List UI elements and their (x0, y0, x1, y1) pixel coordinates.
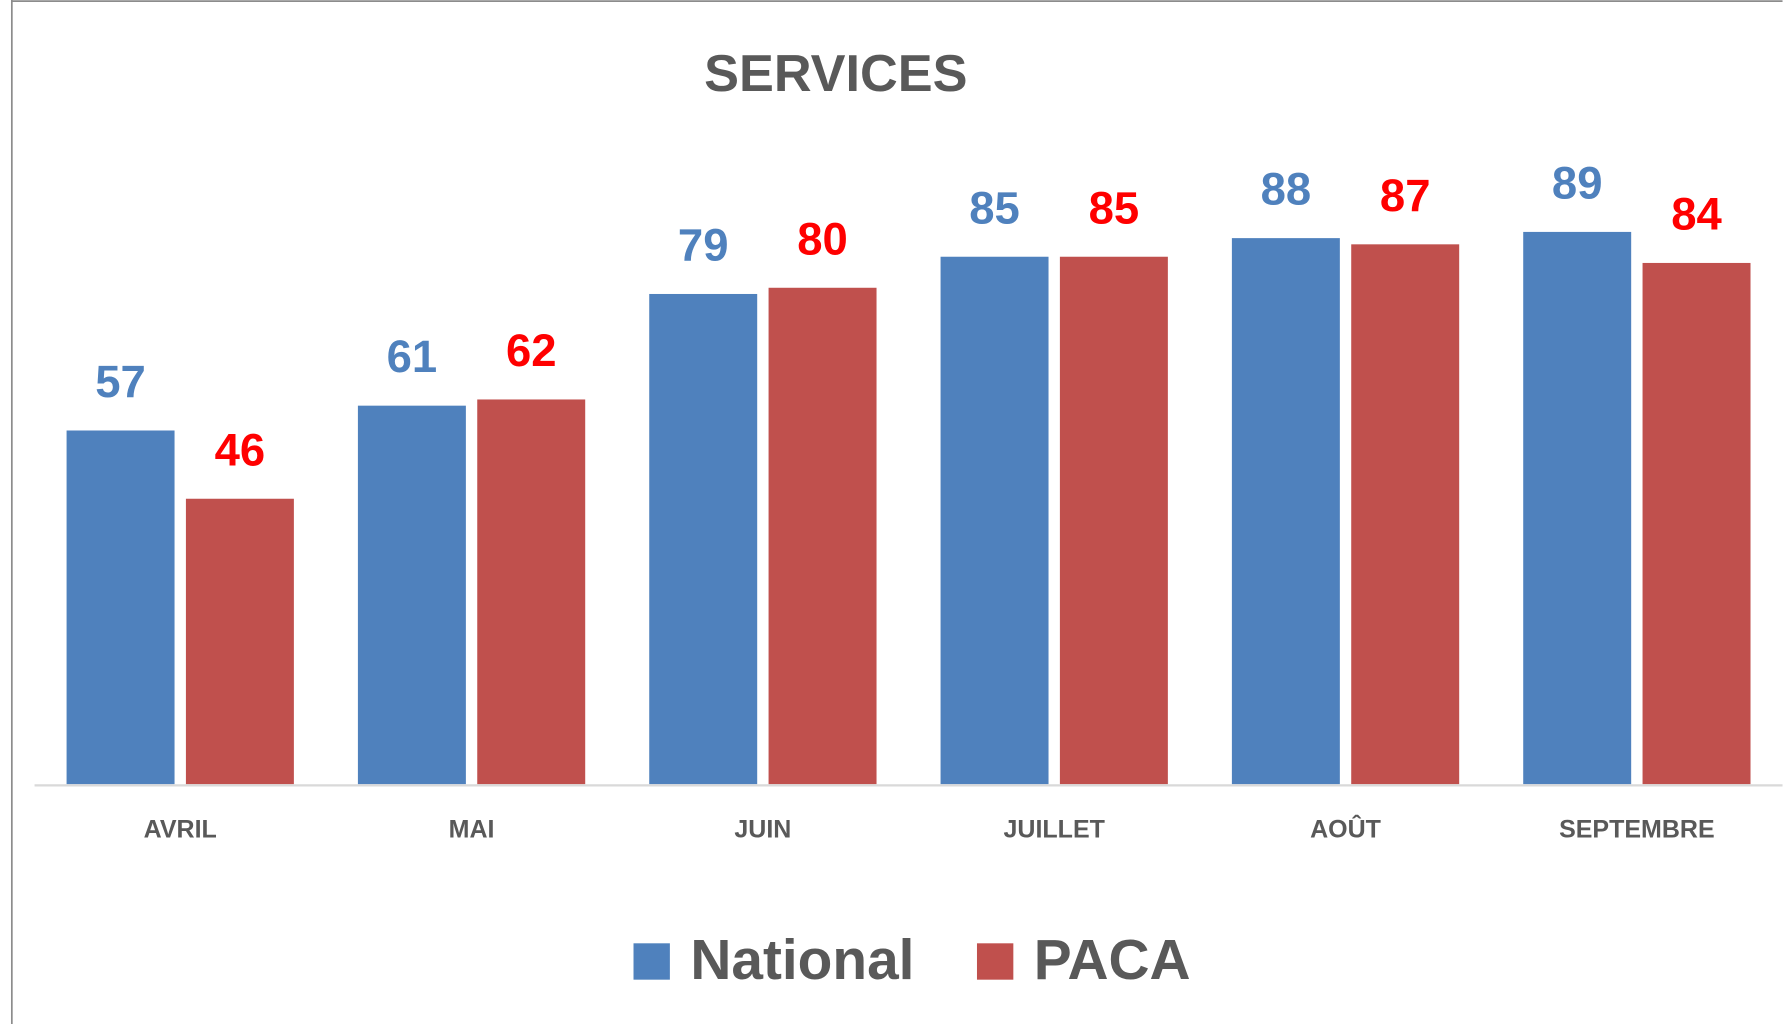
bar (66, 430, 175, 785)
bar (649, 293, 758, 785)
x-tick-label: SEPTEMBRE (1559, 815, 1715, 843)
bar (940, 256, 1049, 785)
data-label: 80 (797, 213, 848, 264)
legend-swatch (976, 943, 1014, 980)
x-tick-label: AOÛT (1310, 813, 1381, 843)
data-label: 88 (1261, 164, 1312, 215)
data-label: 87 (1380, 170, 1431, 221)
legend-swatch (633, 943, 670, 980)
x-tick-label: AVRIL (144, 815, 217, 843)
bar (1231, 238, 1340, 785)
bar (768, 287, 877, 785)
x-tick-label: JUILLET (1004, 815, 1105, 843)
data-label: 61 (387, 331, 438, 382)
bar (357, 405, 466, 785)
data-label: 62 (506, 325, 557, 376)
bar (1523, 231, 1632, 785)
data-label: 84 (1671, 188, 1722, 239)
chart-title: SERVICES (704, 45, 967, 103)
x-tick-label: JUIN (734, 815, 791, 843)
legend-label: National (690, 929, 914, 992)
data-label: 85 (1089, 182, 1140, 233)
data-label: 79 (678, 220, 729, 271)
data-label: 46 (215, 424, 266, 475)
bar (185, 498, 294, 785)
data-label: 57 (95, 356, 146, 407)
bar (1642, 262, 1751, 785)
data-label: 89 (1552, 157, 1603, 208)
data-label: 85 (969, 182, 1020, 233)
bar (477, 399, 586, 785)
bar (1351, 244, 1460, 785)
legend-label: PACA (1034, 929, 1191, 992)
bar (1059, 256, 1168, 785)
x-tick-label: MAI (449, 815, 495, 843)
